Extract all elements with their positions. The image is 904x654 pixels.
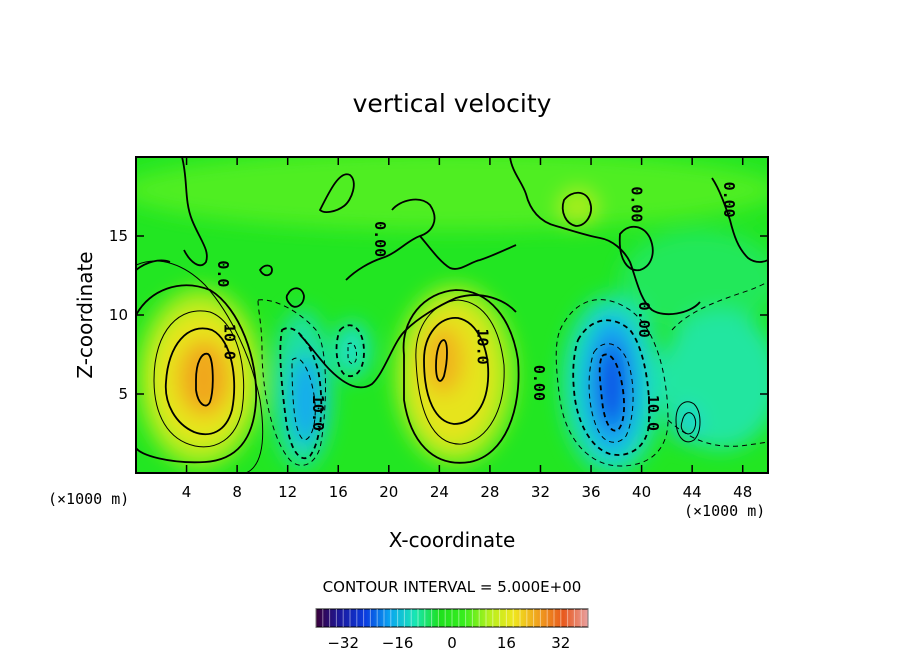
colorbar-tick-label: −16	[382, 634, 414, 652]
colorbar-stripes	[315, 609, 589, 627]
y-tick-label: 15	[109, 227, 128, 245]
updraft-2-core	[423, 326, 463, 394]
y-ticks: 5 10 15	[109, 227, 768, 403]
x-axis-title: X-coordinate	[389, 528, 516, 552]
colorbar-rect	[315, 608, 589, 628]
contour-zero-upper-3	[345, 198, 517, 281]
x-unit-label-left: (×1000 m)	[48, 490, 129, 508]
updraft-1-core	[178, 340, 230, 416]
contour-downdraft-1-c	[291, 357, 316, 441]
contour-updraft-2-c	[423, 317, 490, 425]
y-tick-label: 5	[118, 385, 128, 403]
contour-interval-label: CONTOUR INTERVAL = 5.000E+00	[323, 578, 582, 596]
contour-updraft-1-b	[136, 284, 257, 464]
contour-downdraft-1-b	[279, 327, 323, 459]
contour-downdraft-small	[335, 324, 365, 378]
x-tick-label: 48	[733, 483, 752, 501]
x-tick-label: 40	[632, 483, 651, 501]
top-updraft-spot	[560, 190, 596, 226]
contour-downdraft-small-inner	[347, 342, 357, 364]
contour-labels: 10.0 10.0 10.0 0.00 10.0 0.00 0.00 0.00 0.00 0.0	[214, 182, 738, 431]
contour-downdraft-2-c	[588, 343, 634, 443]
contour-zero-upper-2	[318, 173, 355, 213]
contour-zero-upper-9	[136, 259, 171, 271]
colorbar-ticks: −32 −16 0 16 32	[327, 634, 570, 652]
contour-updraft-2-b	[415, 299, 505, 445]
contour-lines	[136, 157, 768, 473]
contour-updraft-2-a	[402, 289, 520, 464]
contour-zero-upper-5	[561, 191, 592, 227]
x-tick-label: 24	[430, 483, 449, 501]
plot-area: 10.0 10.0 10.0 0.00 10.0 0.00 0.00 0.00 0.00 0.0	[136, 157, 768, 473]
x-tick-label: 36	[581, 483, 600, 501]
x-tick-label: 32	[531, 483, 550, 501]
contour-updraft-2-d	[435, 339, 448, 382]
x-tick-label: 28	[480, 483, 499, 501]
contour-label: 0.00	[720, 182, 738, 218]
contour-downdraft-3	[675, 401, 701, 443]
colorbar-tick-label: 0	[447, 634, 457, 652]
contour-zero-upper-4	[509, 157, 701, 316]
contour-label: 0.0	[214, 260, 232, 287]
colorbar-tick-label: 16	[497, 634, 516, 652]
x-tick-label: 16	[329, 483, 348, 501]
x-tick-label: 8	[232, 483, 242, 501]
contour-zero-mid	[299, 294, 517, 389]
contour-label: 0.00	[627, 186, 645, 222]
contour-updraft-1-d	[164, 327, 236, 436]
field-shading	[136, 157, 768, 473]
contour-updraft-1-a	[136, 260, 264, 473]
chart-title: vertical velocity	[353, 89, 552, 118]
x-tick-label: 12	[278, 483, 297, 501]
contour-downdraft-2-d	[598, 353, 625, 432]
contour-label: 0.00	[635, 302, 653, 338]
contour-downdraft-2-a	[555, 299, 669, 467]
x-unit-label-right: (×1000 m)	[684, 502, 765, 520]
colorbar-tick-label: 32	[551, 634, 570, 652]
x-tick-label: 4	[182, 483, 192, 501]
contour-downdraft-2-b	[572, 319, 651, 456]
right-upper-tint	[620, 230, 768, 330]
colorbar: −32 −16 0 16 32	[315, 608, 589, 652]
x-tick-label: 44	[683, 483, 702, 501]
contour-zero-upper-6	[711, 177, 768, 263]
contour-downdraft-1-a	[257, 299, 326, 466]
contour-downdraft-3-inner	[680, 412, 697, 435]
y-axis-title: Z-coordinate	[73, 251, 97, 378]
upper-field-tint	[136, 157, 768, 230]
contour-right-dashed	[667, 281, 768, 447]
contour-zero-upper-1	[181, 157, 208, 267]
contour-label: 10.0	[644, 395, 662, 431]
contour-updraft-1-e	[195, 352, 214, 407]
colorbar-tick-label: −32	[327, 634, 359, 652]
x-ticks: 4 8 12 16 20 24 28 32 36 40 44 48	[182, 157, 752, 501]
contour-label: 10.0	[220, 324, 238, 360]
contour-zero-upper-7	[258, 264, 305, 308]
contour-label: 0.00	[530, 365, 548, 401]
contour-label: 10.0	[473, 329, 491, 365]
contour-label: 10.0	[309, 395, 327, 431]
x-tick-label: 20	[379, 483, 398, 501]
contour-zero-upper-8	[618, 225, 654, 271]
downdraft-2-core	[598, 341, 626, 429]
y-tick-label: 10	[109, 306, 128, 324]
contour-updraft-1-c	[153, 310, 245, 448]
contour-label: 0.00	[371, 221, 389, 257]
